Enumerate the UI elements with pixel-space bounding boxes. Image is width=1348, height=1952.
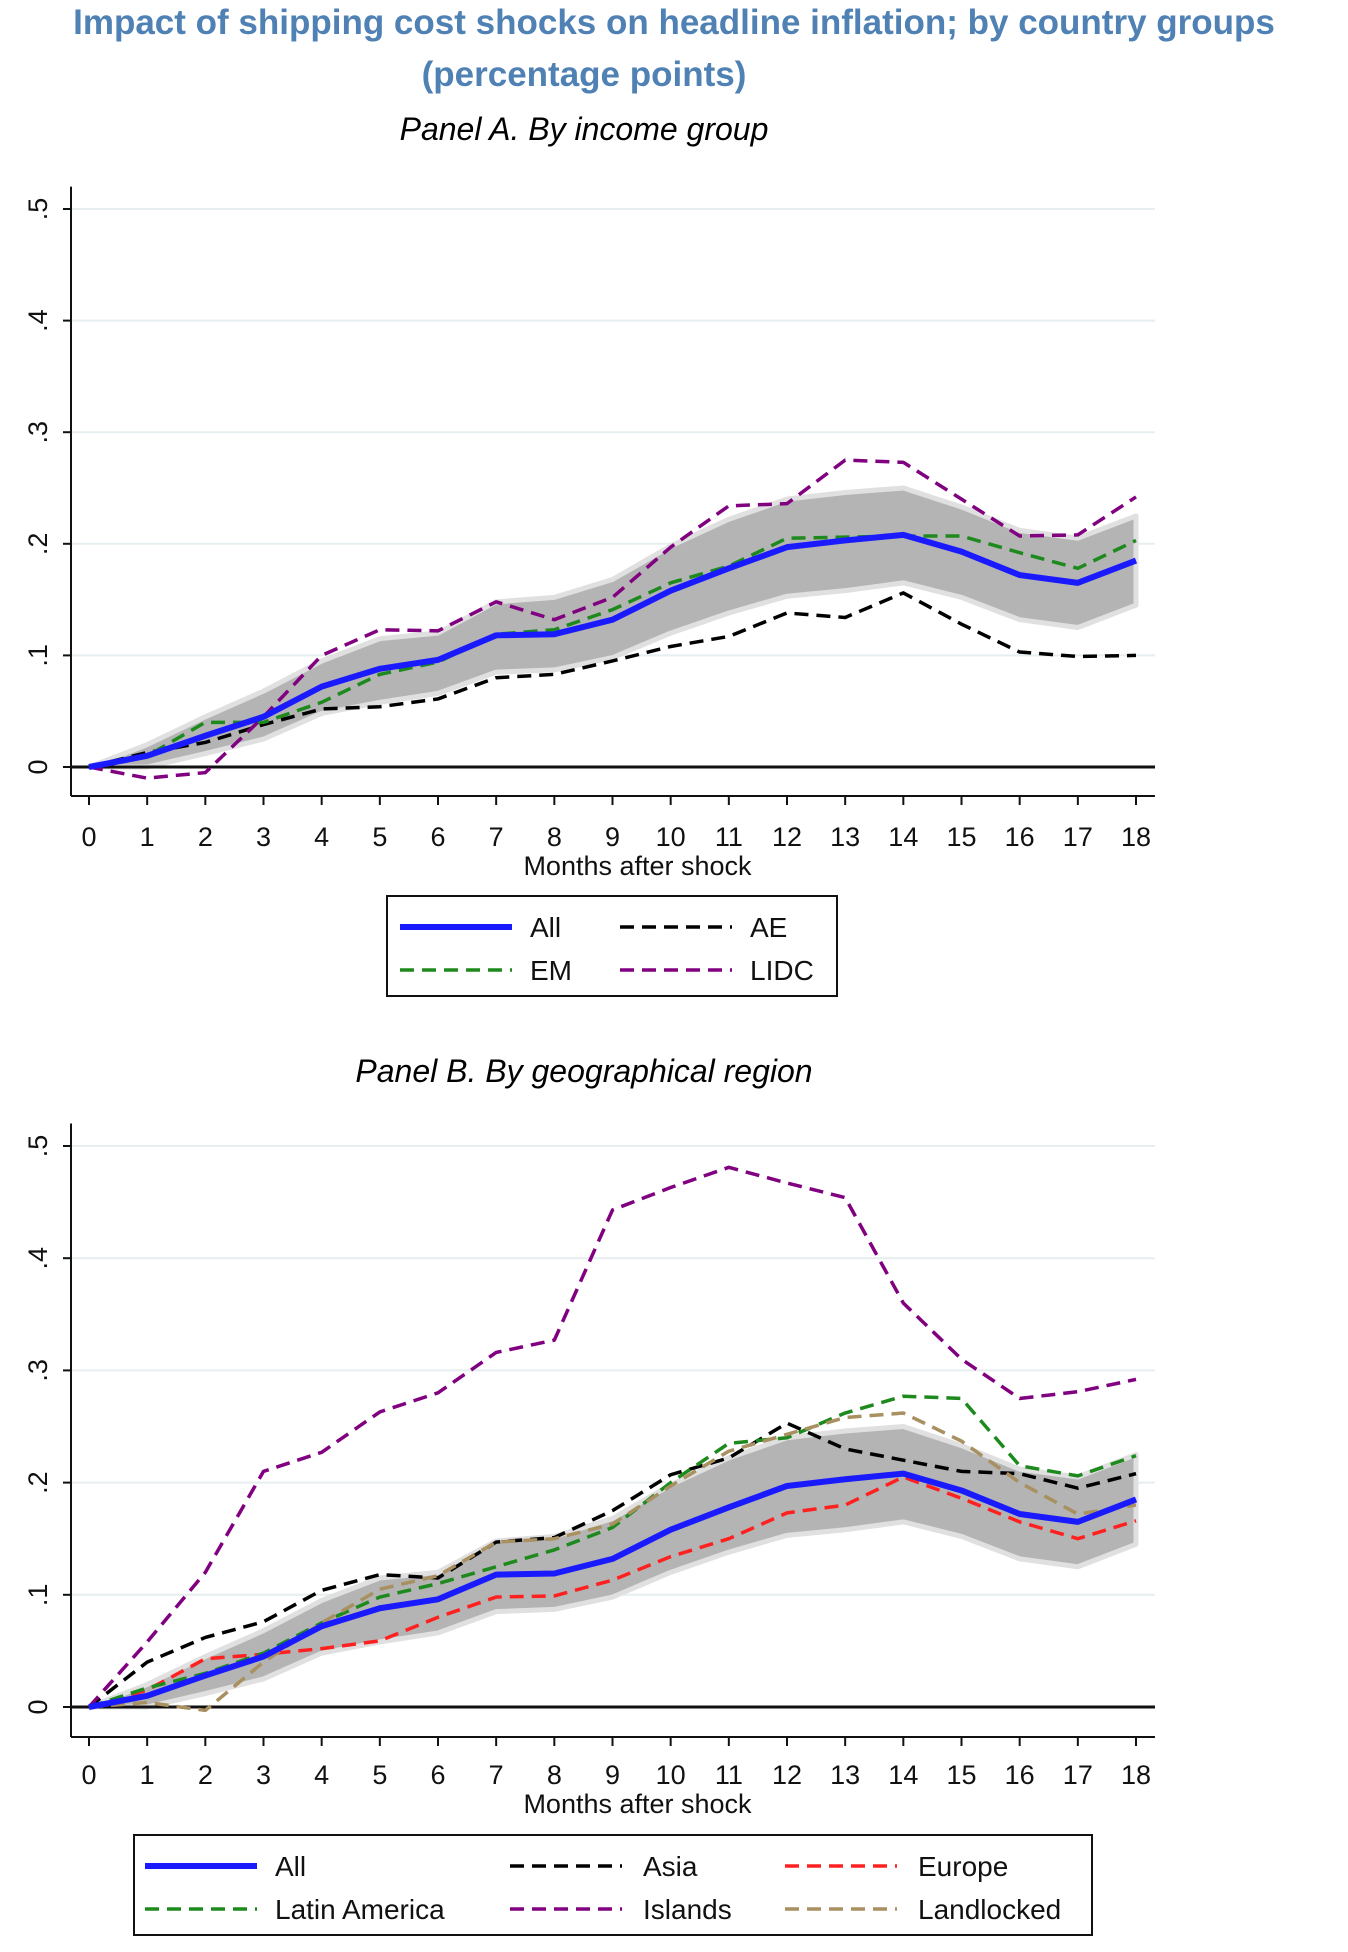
panel-b-title: Panel B. By geographical region — [355, 1053, 812, 1089]
series-line-landlocked — [88, 1411, 1137, 1713]
legend-label: AE — [750, 912, 787, 943]
x-tick-label: 12 — [772, 822, 802, 852]
x-tick-label: 8 — [547, 1760, 562, 1790]
x-tick-label: 1 — [140, 822, 155, 852]
x-tick-label: 14 — [888, 1760, 918, 1790]
legend-box — [386, 895, 838, 997]
figure-title: Impact of shipping cost shocks on headli… — [73, 3, 1275, 42]
x-axis-label: Months after shock — [523, 1789, 752, 1819]
y-tick-label: .2 — [23, 1471, 53, 1494]
x-tick-label: 6 — [430, 822, 445, 852]
legend-label: Landlocked — [918, 1894, 1061, 1925]
x-tick-label: 5 — [372, 822, 387, 852]
x-tick-label: 11 — [715, 1760, 743, 1790]
x-tick-label: 3 — [256, 1760, 271, 1790]
legend-label: Latin America — [275, 1894, 445, 1925]
y-tick-label: 0 — [23, 1699, 53, 1714]
y-tick-label: .2 — [23, 533, 53, 556]
y-tick-label: .1 — [23, 644, 53, 667]
x-tick-label: 4 — [314, 1760, 329, 1790]
legend-label: All — [275, 1851, 306, 1882]
x-tick-label: 3 — [256, 822, 271, 852]
y-tick-label: .4 — [23, 1247, 53, 1270]
x-tick-label: 7 — [489, 1760, 504, 1790]
series-line-all — [88, 531, 1138, 770]
x-tick-label: 15 — [946, 822, 976, 852]
x-tick-label: 14 — [888, 822, 918, 852]
x-tick-label: 2 — [198, 822, 213, 852]
legend-label: All — [530, 912, 561, 943]
x-tick-label: 6 — [430, 1760, 445, 1790]
legend-label: Europe — [918, 1851, 1008, 1882]
series-line-asia — [87, 1421, 1137, 1709]
x-tick-label: 13 — [830, 822, 860, 852]
y-tick-label: .5 — [23, 1135, 53, 1158]
legend-label: LIDC — [750, 955, 814, 986]
x-tick-label: 16 — [1005, 822, 1035, 852]
figure-subtitle: (percentage points) — [422, 55, 747, 94]
panel-a-chart: 0.1.2.3.4.50 1 2 3 4 5 6 7 8 9 10 11 12 13 14 15 16 17 18M… — [23, 186, 1155, 997]
series-line-ae — [88, 591, 1137, 769]
x-tick-label: 13 — [830, 1760, 860, 1790]
x-tick-label: 8 — [547, 822, 562, 852]
y-tick-label: .4 — [23, 309, 53, 332]
legend-box — [133, 1834, 1093, 1936]
x-tick-label: 4 — [314, 822, 329, 852]
legend-label: Asia — [643, 1851, 698, 1882]
y-tick-label: .3 — [23, 1359, 53, 1382]
y-tick-label: .5 — [23, 198, 53, 221]
legend-label: Islands — [643, 1894, 732, 1925]
x-tick-label: 12 — [772, 1760, 802, 1790]
x-tick-label: 5 — [372, 1760, 387, 1790]
x-tick-label: 11 — [715, 822, 743, 852]
y-tick-label: 0 — [23, 759, 53, 774]
series-line-em — [88, 534, 1137, 769]
x-tick-label: 9 — [605, 822, 620, 852]
panel-a-title: Panel A. By income group — [400, 111, 769, 147]
x-tick-label: 0 — [81, 1760, 96, 1790]
x-tick-label: 10 — [656, 1760, 686, 1790]
x-tick-label: 17 — [1063, 822, 1093, 852]
x-tick-label: 15 — [946, 1760, 976, 1790]
series-line-islands — [87, 1165, 1137, 1709]
x-axis-label: Months after shock — [523, 851, 752, 881]
x-tick-label: 0 — [81, 822, 96, 852]
x-tick-label: 9 — [605, 1760, 620, 1790]
x-tick-label: 18 — [1121, 1760, 1151, 1790]
x-tick-label: 18 — [1121, 822, 1151, 852]
x-tick-label: 16 — [1005, 1760, 1035, 1790]
y-tick-label: .3 — [23, 421, 53, 444]
x-tick-label: 2 — [198, 1760, 213, 1790]
y-tick-label: .1 — [23, 1584, 53, 1607]
series-line-all — [88, 1470, 1138, 1710]
panel-b-chart: 0.1.2.3.4.50 1 2 3 4 5 6 7 8 9 10 11 12 13 14 15 16 17 18M… — [23, 1123, 1155, 1936]
x-tick-label: 17 — [1063, 1760, 1093, 1790]
x-tick-label: 7 — [489, 822, 504, 852]
legend-label: EM — [530, 955, 572, 986]
x-tick-label: 10 — [656, 822, 686, 852]
x-tick-label: 1 — [140, 1760, 155, 1790]
